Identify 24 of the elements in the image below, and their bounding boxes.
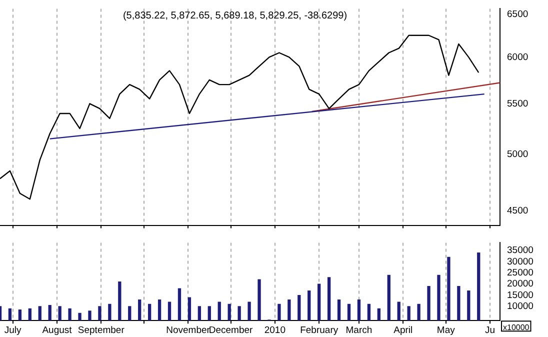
y-tick-label: 6500 — [507, 9, 528, 20]
text: x10000 — [503, 322, 530, 332]
x-tick-label: 2010 — [264, 324, 286, 336]
x-tick-label: Ju — [485, 324, 496, 336]
x-tick-label: September — [78, 324, 124, 336]
x-tick-label: August — [42, 324, 72, 336]
y-tick-label: 6000 — [507, 52, 528, 63]
x-tick-label: December — [208, 324, 253, 336]
y-tick-label: 30000 — [507, 256, 534, 268]
y-tick-label: 4500 — [507, 205, 528, 216]
x-tick-label: May — [436, 324, 456, 336]
y-tick-label: 20000 — [507, 278, 534, 290]
x-tick-label: March — [346, 324, 372, 336]
chart-title: (5,835.22, 5,872.65, 5,689.18, 5,829.25, -38.6299) — [122, 10, 348, 22]
y-tick-label: 10000 — [507, 301, 534, 312]
y-tick-label: 25000 — [507, 268, 534, 279]
x-tick-label: November — [166, 324, 210, 336]
y-tick-label: 35000 — [507, 245, 534, 256]
x-tick-label: July — [4, 324, 22, 336]
x-tick-label: April — [394, 324, 413, 336]
y-tick-label: 5000 — [507, 149, 528, 160]
y-tick-label: 15000 — [507, 290, 534, 301]
x-tick-label: February — [300, 324, 338, 336]
y-tick-label: 5500 — [507, 98, 528, 110]
